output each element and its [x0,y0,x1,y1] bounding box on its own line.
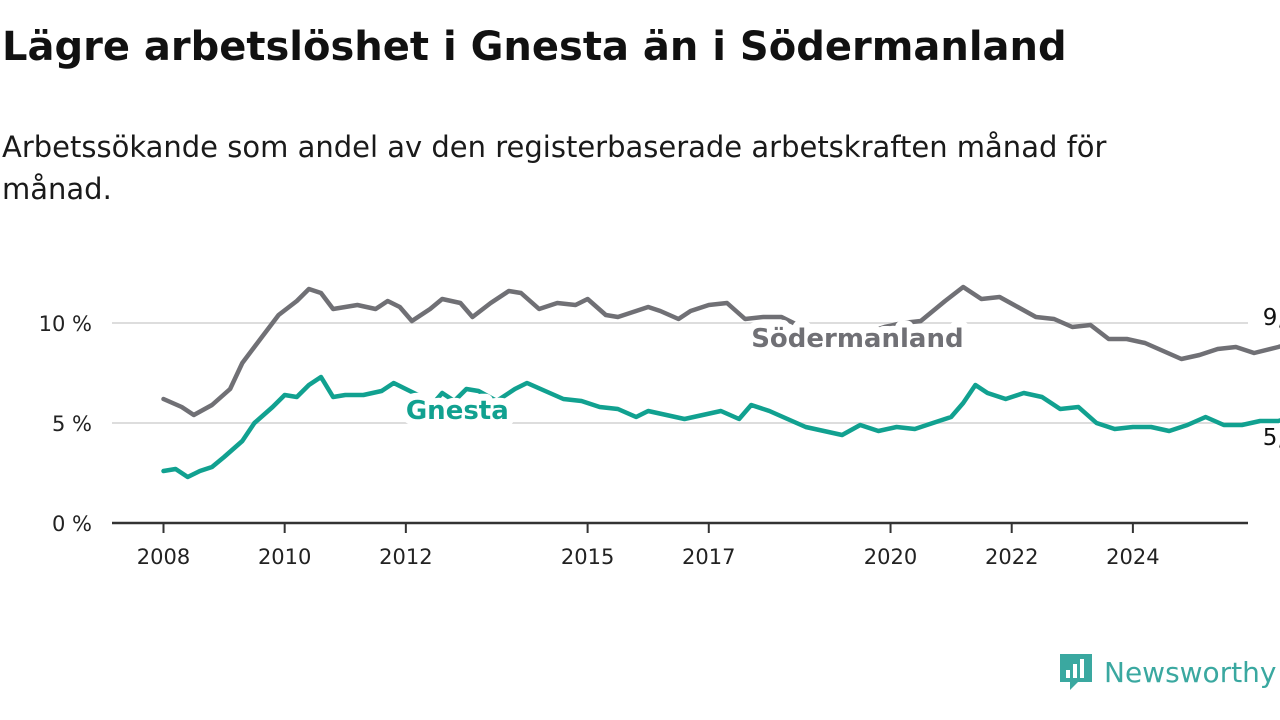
gridlines [112,322,1248,525]
x-tick-label: 2012 [379,545,432,569]
end-value-label-gnesta: 5,4 % [1263,425,1280,451]
x-axis-tick-labels: 2008 2010 2012 2015 2017 2020 2022 2024 [137,523,1160,569]
x-tick-label: 2008 [137,545,190,569]
brand-name: Newsworthy [1104,655,1277,689]
series-name-label-sodermanland: Södermanland [751,324,963,354]
y-tick-label: 10 % [39,312,92,336]
series-line-sodermanland [161,284,1280,418]
chart-title: Lägre arbetslöshet i Gnesta än i Söderma… [2,24,1067,70]
x-tick-label: 2020 [864,545,917,569]
end-value-label-sodermanland: 9,1 % [1263,305,1280,331]
series-name-label-gnesta: Gnesta [406,396,509,426]
series-lines [161,284,1280,480]
line-chart: 0 %5 %10 % 2008 2010 2012 2015 2017 2020 2022 2… [39,284,1280,569]
x-tick-label: 2024 [1106,545,1159,569]
x-tick-label: 2010 [258,545,311,569]
newsworthy-logo: Newsworthy [1058,652,1277,692]
y-axis-tick-labels: 0 % 5 % 10 % [39,312,92,536]
y-tick-label: 5 % [52,412,92,436]
series-line-gnesta [161,374,1280,480]
newsworthy-logo-icon [1060,654,1092,690]
x-tick-label: 2017 [682,545,735,569]
chart-subtitle: Arbetssökande som andel av den registerb… [2,130,1107,206]
series-labels: 9,1 % 5,4 % Södermanland Gnesta [399,305,1280,451]
y-tick-label: 0 % [52,512,92,536]
x-tick-label: 2022 [985,545,1038,569]
x-tick-label: 2015 [561,545,614,569]
